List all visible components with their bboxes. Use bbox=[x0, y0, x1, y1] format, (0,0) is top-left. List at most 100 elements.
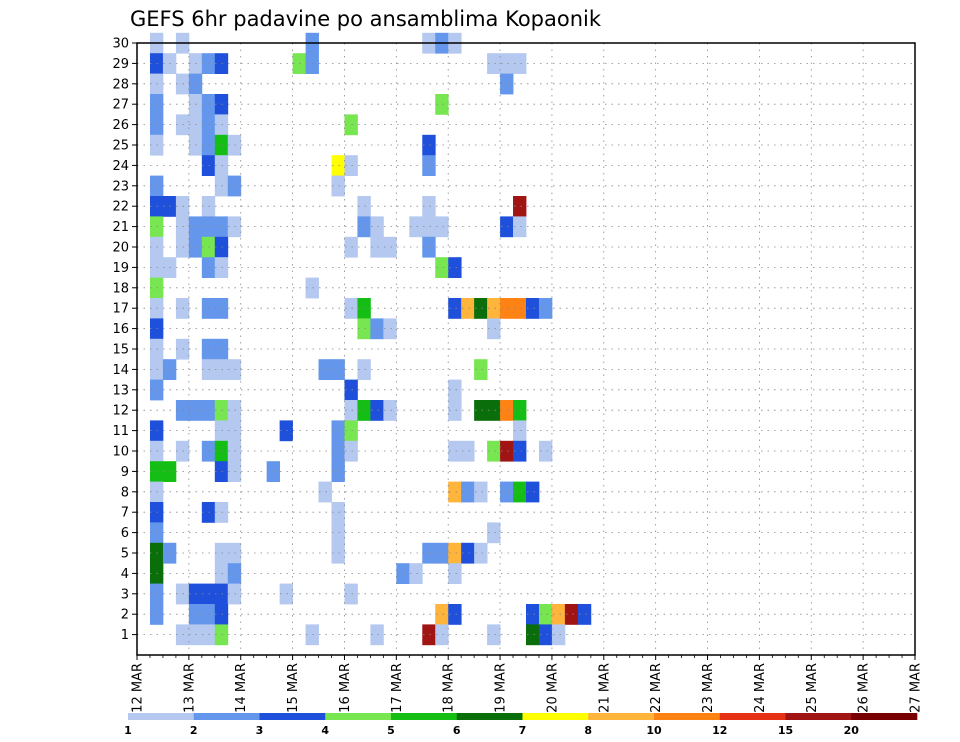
heatmap-cell bbox=[227, 563, 242, 584]
heatmap-cell bbox=[487, 318, 501, 340]
colorbar-swatch bbox=[193, 713, 260, 720]
heatmap-cell bbox=[214, 338, 229, 360]
heatmap-cell bbox=[448, 400, 462, 421]
heatmap-cell bbox=[331, 542, 345, 564]
colorbar-label: 2 bbox=[190, 724, 198, 737]
x-tick-label: 19 MAR bbox=[494, 663, 509, 713]
heatmap-cell bbox=[448, 481, 462, 503]
heatmap-cell bbox=[214, 134, 229, 156]
heatmap-cell bbox=[214, 542, 229, 564]
y-tick-label: 24 bbox=[112, 159, 129, 174]
heatmap-cell bbox=[227, 542, 242, 564]
grid-lines bbox=[137, 43, 915, 655]
heatmap-cell bbox=[500, 400, 514, 421]
heatmap-cell bbox=[214, 298, 229, 319]
heatmap-cell bbox=[383, 236, 397, 258]
heatmap-cell bbox=[214, 175, 229, 197]
y-tick-label: 21 bbox=[112, 220, 129, 235]
heatmap-cell bbox=[409, 563, 423, 584]
heatmap-cell bbox=[344, 440, 358, 462]
heatmap-cell bbox=[344, 155, 358, 176]
heatmap-cell bbox=[214, 236, 229, 258]
heatmap-cell bbox=[500, 298, 514, 319]
y-tick-label: 4 bbox=[121, 567, 129, 582]
heatmap-cell bbox=[500, 440, 514, 462]
y-tick-label: 9 bbox=[121, 465, 129, 480]
heatmap-cell bbox=[513, 196, 527, 217]
heatmap-cell bbox=[214, 216, 229, 238]
y-tick-label: 11 bbox=[112, 424, 129, 439]
heatmap-cell bbox=[227, 400, 242, 421]
y-tick-label: 3 bbox=[121, 587, 129, 602]
colorbar-label: 4 bbox=[321, 724, 329, 737]
heatmap-cell bbox=[331, 359, 345, 380]
heatmap-cell bbox=[331, 155, 345, 176]
x-tick-label: 12 MAR bbox=[131, 663, 146, 713]
y-tick-label: 10 bbox=[112, 445, 129, 460]
heatmap-cell bbox=[214, 604, 229, 625]
heatmap-cell bbox=[331, 420, 345, 442]
x-tick-label: 25 MAR bbox=[805, 663, 820, 713]
heatmap-cell bbox=[435, 257, 449, 278]
heatmap-cell bbox=[500, 53, 514, 74]
heatmap-cell bbox=[305, 277, 319, 299]
heatmap-cell bbox=[422, 155, 436, 176]
x-tick-label: 27 MAR bbox=[909, 663, 924, 713]
x-tick-label: 14 MAR bbox=[234, 663, 249, 713]
heatmap-cell bbox=[513, 216, 527, 238]
heatmap-cell bbox=[422, 196, 436, 217]
x-tick-label: 15 MAR bbox=[286, 663, 301, 713]
heatmap-cell bbox=[422, 216, 436, 238]
heatmap-cell bbox=[344, 236, 358, 258]
heatmap-cell bbox=[448, 542, 462, 564]
y-tick-label: 27 bbox=[112, 98, 129, 113]
colorbar-swatch bbox=[522, 713, 589, 720]
colorbar-swatch bbox=[128, 713, 195, 720]
heatmap-cell bbox=[487, 522, 501, 544]
heatmap-cell bbox=[344, 420, 358, 442]
heatmap-cell bbox=[357, 196, 371, 217]
heatmap-cell bbox=[344, 114, 358, 136]
heatmap-cell bbox=[214, 420, 229, 442]
heatmap-cell bbox=[487, 298, 501, 319]
y-tick-label: 30 bbox=[112, 37, 129, 52]
heatmap-cell bbox=[487, 400, 501, 421]
x-tick-label: 22 MAR bbox=[649, 663, 664, 713]
heatmap-cells bbox=[149, 32, 592, 646]
heatmap-cell bbox=[551, 624, 566, 646]
heatmap-cell bbox=[448, 604, 462, 625]
heatmap-cell bbox=[448, 257, 462, 278]
heatmap-cell bbox=[227, 216, 242, 238]
heatmap-cell bbox=[474, 481, 488, 503]
colorbar-label: 8 bbox=[584, 724, 592, 737]
heatmap-cell bbox=[227, 359, 242, 380]
heatmap-cell bbox=[357, 216, 371, 238]
heatmap-cell bbox=[526, 624, 540, 646]
colorbar-label: 7 bbox=[519, 724, 527, 737]
heatmap-cell bbox=[409, 216, 423, 238]
y-tick-label: 16 bbox=[112, 322, 129, 337]
heatmap-cell bbox=[435, 94, 449, 115]
heatmap-cell bbox=[227, 583, 242, 605]
x-tick-label: 20 MAR bbox=[545, 663, 560, 713]
y-tick-label: 12 bbox=[112, 404, 129, 419]
y-tick-label: 1 bbox=[121, 628, 129, 643]
heatmap-cell bbox=[214, 155, 229, 176]
heatmap-cell bbox=[357, 359, 371, 380]
heatmap-cell bbox=[487, 440, 501, 462]
y-tick-label: 25 bbox=[112, 139, 129, 154]
colorbar-swatch bbox=[325, 713, 392, 720]
heatmap-cell bbox=[214, 53, 229, 74]
heatmap-cell bbox=[227, 440, 242, 462]
heatmap-cell bbox=[227, 420, 242, 442]
heatmap-cell bbox=[500, 73, 514, 95]
heatmap-cell bbox=[214, 502, 229, 523]
heatmap-cell bbox=[551, 604, 566, 625]
heatmap-cell bbox=[370, 400, 384, 421]
x-tick-label: 24 MAR bbox=[753, 663, 768, 713]
chart-title: GEFS 6hr padavine po ansamblima Kopaonik bbox=[130, 7, 602, 31]
heatmap-cell bbox=[331, 440, 345, 462]
heatmap-cell bbox=[357, 400, 371, 421]
y-tick-label: 15 bbox=[112, 343, 129, 358]
